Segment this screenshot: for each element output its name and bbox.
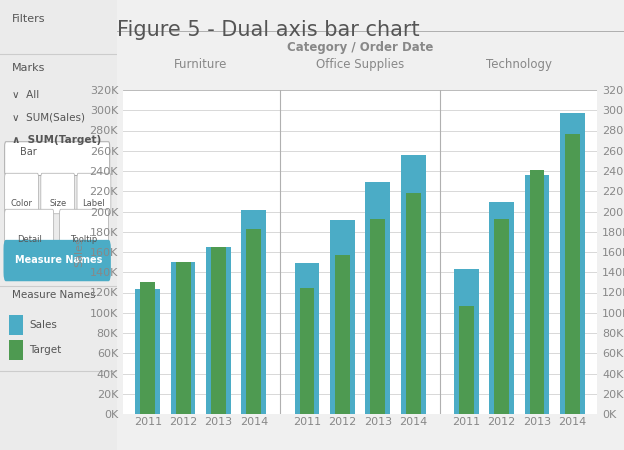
Bar [565, 134, 580, 414]
Bar [489, 202, 514, 414]
Bar [335, 255, 350, 414]
Bar [330, 220, 354, 414]
Text: Measure Names: Measure Names [12, 290, 95, 300]
Bar [370, 219, 385, 414]
Bar [206, 247, 231, 414]
Bar [300, 288, 314, 414]
Bar [560, 113, 585, 414]
Text: Detail: Detail [17, 235, 42, 244]
FancyBboxPatch shape [4, 142, 110, 176]
Bar [9, 340, 23, 360]
Bar [176, 262, 190, 414]
Bar [246, 229, 261, 414]
FancyBboxPatch shape [4, 173, 39, 214]
Text: ∨  SUM(Sales): ∨ SUM(Sales) [12, 112, 85, 122]
Bar [366, 182, 390, 414]
Text: Filters: Filters [12, 14, 45, 23]
Bar [454, 269, 479, 414]
Text: Category / Order Date: Category / Order Date [287, 41, 433, 54]
Y-axis label: Sales: Sales [74, 237, 84, 267]
Bar [135, 289, 160, 414]
Text: Bar: Bar [20, 147, 37, 157]
Text: Office Supplies: Office Supplies [316, 58, 404, 71]
Text: Label: Label [82, 199, 105, 208]
Bar [459, 306, 474, 414]
Text: Technology: Technology [486, 58, 552, 71]
Text: Furniture: Furniture [174, 58, 228, 71]
Bar [530, 170, 544, 414]
Text: Target: Target [29, 345, 61, 355]
Text: Size: Size [49, 199, 66, 208]
Text: Sales: Sales [29, 320, 57, 330]
Bar [494, 219, 509, 414]
Text: Color: Color [11, 199, 32, 208]
Bar [9, 315, 23, 335]
Bar [295, 263, 319, 414]
FancyBboxPatch shape [77, 173, 111, 214]
Text: Tooltip: Tooltip [71, 235, 97, 244]
Text: Measure Names: Measure Names [14, 255, 102, 265]
Bar [211, 247, 226, 414]
Bar [525, 175, 549, 414]
FancyBboxPatch shape [59, 209, 109, 250]
Text: ∨  All: ∨ All [12, 90, 39, 100]
Text: ∧  SUM(Target): ∧ SUM(Target) [12, 135, 101, 145]
FancyBboxPatch shape [41, 173, 75, 214]
Bar [401, 155, 426, 414]
Bar [241, 211, 266, 414]
Text: Marks: Marks [12, 63, 45, 73]
Bar [140, 283, 155, 414]
FancyBboxPatch shape [4, 240, 111, 281]
FancyBboxPatch shape [4, 209, 54, 250]
Text: Figure 5 - Dual axis bar chart: Figure 5 - Dual axis bar chart [117, 20, 419, 40]
Bar [406, 194, 421, 414]
Bar [171, 262, 195, 414]
